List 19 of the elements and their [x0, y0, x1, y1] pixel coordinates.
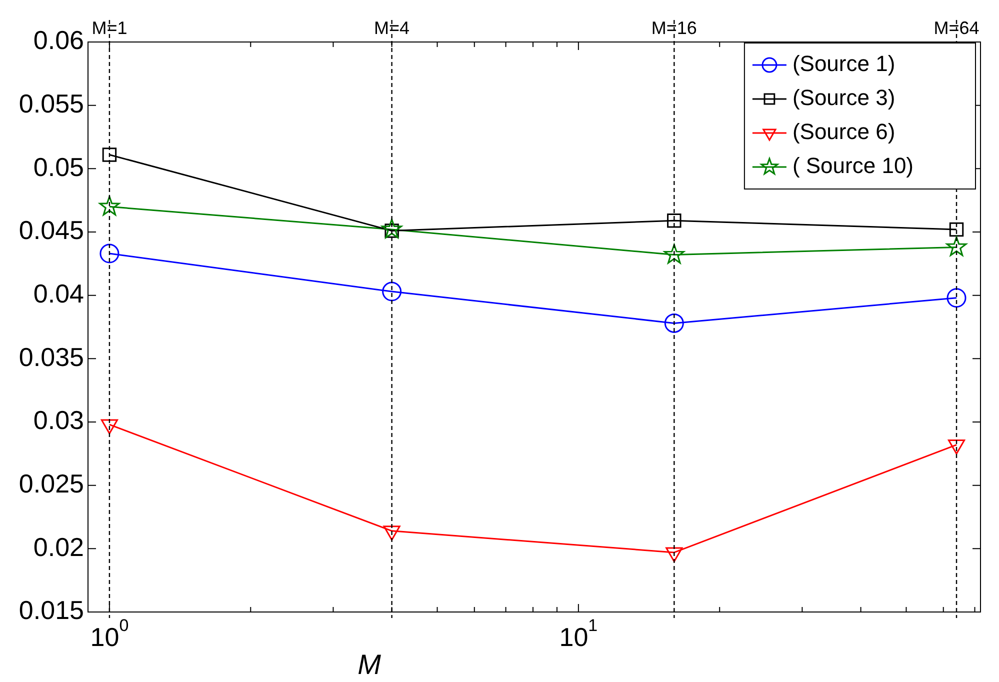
legend-label: (Source 3)	[792, 85, 896, 110]
y-tick-label: 0.015	[18, 595, 84, 626]
y-tick-label: 0.025	[18, 468, 84, 499]
y-tick-label: 0.05	[33, 152, 84, 182]
ref-line-label: M=4	[374, 18, 410, 38]
y-tick-label: 0.02	[33, 532, 84, 562]
legend-label: (Source 6)	[792, 119, 896, 144]
x-axis-title: M	[358, 648, 382, 680]
y-tick-label: 0.035	[18, 342, 84, 372]
y-tick-label: 0.04	[33, 278, 84, 309]
y-tick-label: 0.06	[33, 25, 84, 56]
ref-line-label: M=64	[934, 18, 980, 38]
y-tick-label: 0.055	[18, 88, 84, 119]
y-tick-label: 0.045	[18, 215, 84, 246]
legend-label: (Source 1)	[792, 51, 896, 76]
y-tick-label: 0.03	[33, 405, 84, 436]
ref-line-label: M=1	[92, 18, 128, 38]
legend-label: ( Source 10)	[792, 153, 914, 178]
ref-line-label: M=16	[651, 18, 697, 38]
